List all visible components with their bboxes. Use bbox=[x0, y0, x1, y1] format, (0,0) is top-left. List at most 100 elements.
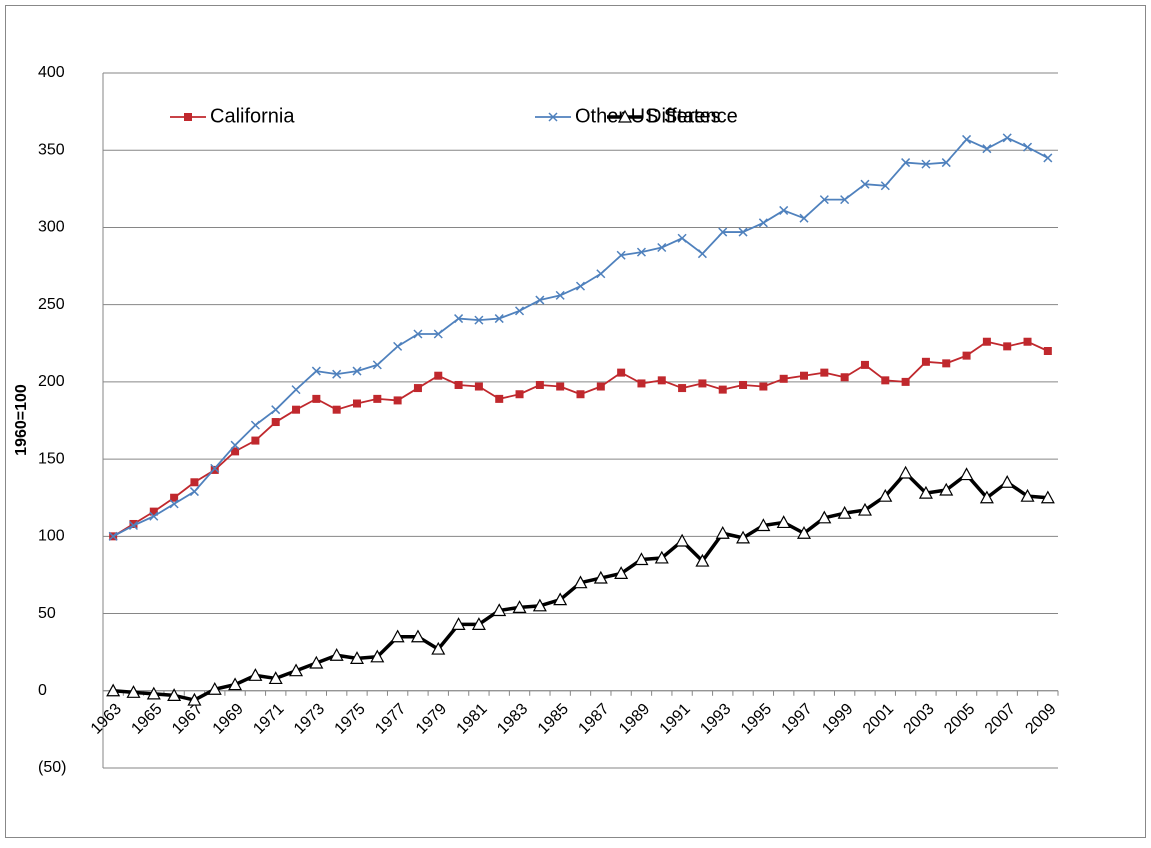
data-point bbox=[860, 360, 869, 369]
legend-item: Other US States bbox=[535, 105, 721, 127]
data-point bbox=[797, 525, 812, 539]
legend-marker bbox=[548, 112, 558, 122]
data-point bbox=[817, 510, 832, 524]
data-point bbox=[614, 566, 629, 579]
legend-marker bbox=[617, 109, 633, 123]
y-tick-label: 350 bbox=[38, 141, 65, 158]
data-point bbox=[230, 440, 240, 450]
data-point bbox=[982, 337, 991, 346]
data-point bbox=[1000, 475, 1015, 488]
data-point bbox=[593, 570, 608, 584]
data-point bbox=[390, 629, 405, 643]
data-point bbox=[962, 351, 971, 360]
data-point bbox=[840, 195, 850, 205]
y-tick-label: (50) bbox=[38, 759, 66, 776]
data-point bbox=[697, 249, 707, 259]
data-point bbox=[532, 598, 547, 612]
data-point bbox=[959, 467, 974, 481]
data-point bbox=[1003, 342, 1012, 351]
data-point bbox=[271, 418, 280, 427]
data-point bbox=[860, 179, 870, 189]
data-point bbox=[675, 533, 690, 547]
data-point bbox=[210, 463, 220, 473]
data-point bbox=[1022, 142, 1033, 152]
data-point bbox=[372, 360, 382, 370]
data-point bbox=[410, 629, 425, 643]
data-point bbox=[738, 227, 748, 237]
data-point bbox=[434, 371, 443, 380]
data-point bbox=[146, 686, 161, 700]
data-point bbox=[918, 485, 933, 499]
legend-marker bbox=[184, 113, 192, 121]
data-point bbox=[556, 382, 565, 391]
data-point bbox=[759, 382, 768, 391]
y-tick-label: 50 bbox=[38, 605, 56, 622]
data-point bbox=[190, 478, 199, 487]
y-axis-label: 1960=100 bbox=[13, 384, 30, 456]
data-point bbox=[515, 306, 525, 316]
data-point bbox=[678, 384, 687, 393]
data-point bbox=[454, 380, 463, 389]
data-point bbox=[495, 394, 504, 403]
data-point bbox=[654, 550, 669, 564]
data-point bbox=[881, 376, 890, 385]
data-point bbox=[187, 692, 202, 706]
data-point bbox=[718, 385, 727, 394]
data-point bbox=[492, 603, 507, 617]
data-point bbox=[494, 314, 504, 324]
data-point bbox=[857, 502, 872, 516]
data-point bbox=[616, 250, 626, 260]
data-point bbox=[776, 515, 791, 529]
data-point bbox=[170, 493, 179, 502]
data-point bbox=[1040, 490, 1055, 504]
data-point bbox=[553, 592, 568, 606]
data-point bbox=[878, 488, 893, 502]
data-point bbox=[271, 405, 281, 415]
data-point bbox=[942, 359, 951, 368]
data-point bbox=[555, 290, 565, 300]
data-point bbox=[800, 371, 809, 380]
data-point bbox=[898, 465, 913, 479]
data-point bbox=[413, 384, 422, 393]
data-point bbox=[756, 518, 771, 532]
data-point bbox=[393, 341, 403, 351]
data-point bbox=[311, 366, 321, 376]
data-point bbox=[512, 600, 527, 613]
data-point bbox=[149, 511, 159, 521]
data-point bbox=[758, 218, 768, 228]
data-point bbox=[474, 315, 484, 325]
data-point bbox=[979, 490, 994, 504]
data-point bbox=[657, 242, 667, 253]
data-point bbox=[573, 575, 588, 589]
data-point bbox=[901, 377, 910, 386]
data-point bbox=[352, 399, 361, 408]
data-point bbox=[677, 233, 687, 243]
data-point bbox=[292, 405, 301, 414]
legend-label: California bbox=[210, 105, 295, 127]
data-point bbox=[1023, 337, 1032, 346]
data-point bbox=[393, 396, 402, 405]
data-point bbox=[535, 380, 544, 389]
legend-item: Difference bbox=[607, 105, 738, 127]
data-point bbox=[433, 329, 443, 339]
data-point bbox=[819, 195, 829, 205]
data-point bbox=[250, 420, 260, 430]
data-point bbox=[413, 329, 423, 339]
data-point bbox=[921, 159, 931, 169]
data-point bbox=[1002, 133, 1012, 143]
data-point bbox=[636, 247, 646, 257]
data-point bbox=[471, 617, 486, 630]
data-point bbox=[248, 668, 263, 681]
data-point bbox=[880, 181, 890, 191]
data-point bbox=[373, 394, 382, 403]
data-point bbox=[695, 553, 710, 567]
data-point bbox=[128, 520, 139, 531]
data-point bbox=[837, 505, 852, 519]
data-point bbox=[268, 671, 283, 685]
data-point bbox=[921, 357, 930, 366]
data-point bbox=[291, 385, 301, 395]
data-point bbox=[736, 530, 751, 544]
data-point bbox=[149, 507, 158, 516]
data-point bbox=[840, 373, 849, 382]
data-point bbox=[454, 314, 464, 324]
